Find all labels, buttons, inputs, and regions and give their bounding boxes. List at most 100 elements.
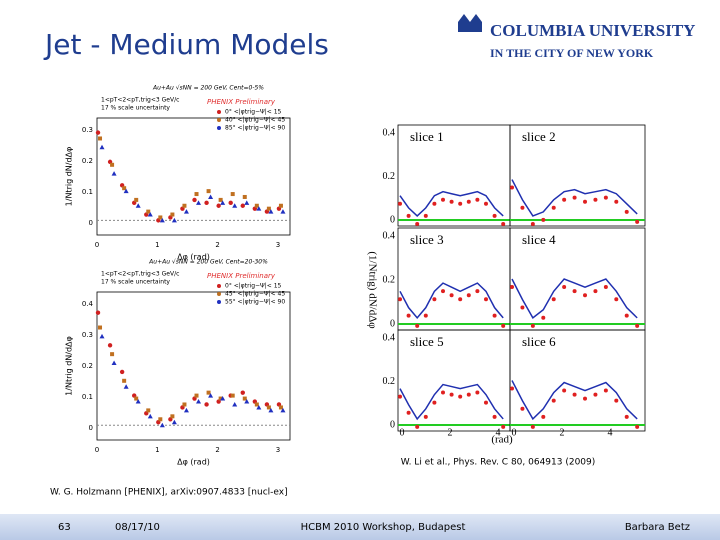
x-tick-label: 0	[95, 446, 99, 454]
data-point	[614, 398, 619, 403]
data-point	[466, 293, 471, 298]
data-point	[230, 393, 235, 398]
data-point	[635, 323, 640, 328]
author: Barbara Betz	[625, 522, 690, 533]
data-point	[220, 200, 226, 205]
data-point	[603, 195, 608, 200]
y-tick-label: 0	[390, 419, 395, 430]
data-point	[159, 422, 165, 428]
data-point	[183, 209, 189, 214]
data-point	[147, 413, 153, 419]
x-tick-label: 2	[215, 446, 219, 454]
data-point	[583, 199, 588, 204]
data-point	[510, 386, 514, 391]
x-tick-label: 4	[608, 427, 613, 438]
y-tick-label: 0.4	[383, 332, 396, 343]
data-point	[268, 209, 274, 214]
x-tick-label: 3	[276, 241, 280, 249]
data-point	[110, 162, 115, 167]
data-point	[440, 289, 445, 294]
data-point	[122, 378, 127, 383]
data-point	[206, 390, 211, 395]
data-point	[183, 407, 189, 413]
data-point	[107, 343, 113, 348]
data-point	[501, 221, 506, 226]
data-point	[583, 396, 588, 401]
data-point	[232, 401, 238, 407]
data-point	[244, 399, 250, 404]
data-point	[171, 217, 177, 223]
slide-title: Jet - Medium Models	[43, 28, 329, 61]
legend-entry: 40° <|φtrig−Ψ|< 45	[225, 117, 285, 124]
data-point	[475, 289, 480, 294]
data-point	[194, 393, 199, 398]
data-point	[541, 217, 546, 222]
y-tick-label: 0.2	[82, 157, 93, 165]
data-point	[254, 203, 259, 208]
slice-label: slice 3	[410, 232, 444, 247]
x-tick-label: 2	[448, 427, 453, 438]
model-curve	[511, 179, 638, 217]
data-point	[182, 203, 187, 208]
slice-label: slice 5	[410, 334, 444, 349]
data-point	[432, 297, 437, 302]
data-point	[218, 396, 223, 401]
data-point	[111, 171, 117, 176]
plot-note: 17 % scale uncertainty	[101, 279, 170, 286]
legend-marker	[217, 118, 221, 122]
data-point	[158, 215, 163, 220]
data-point	[135, 399, 141, 404]
plot-cuts: 1<pT<2<pT,trig<3 GeV/c	[101, 97, 179, 104]
data-point	[593, 289, 598, 294]
data-point	[98, 136, 103, 141]
data-point	[432, 201, 437, 206]
data-point	[510, 185, 514, 190]
y-axis-label: (1/Ntrig) dN/dΔφ	[366, 251, 378, 328]
data-point	[458, 297, 463, 302]
data-point	[134, 197, 139, 202]
data-point	[492, 414, 497, 419]
data-point	[406, 313, 411, 318]
data-point	[593, 392, 598, 397]
x-tick-label: 1	[155, 446, 159, 454]
x-tick-label: 2	[560, 427, 565, 438]
data-point	[432, 400, 437, 405]
model-curve	[511, 278, 638, 319]
data-point	[562, 388, 567, 393]
plot-frame	[96, 117, 291, 236]
data-point	[475, 390, 480, 395]
legend-entry: 45° <|φtrig−Ψ|< 45	[225, 291, 285, 298]
data-point	[256, 206, 262, 211]
data-point	[206, 189, 211, 194]
data-point	[572, 289, 577, 294]
data-point	[635, 219, 640, 224]
data-point	[204, 200, 209, 206]
logo-name: COLUMBIA UNIVERSITY	[490, 21, 695, 40]
logo-subtitle: IN THE CITY OF NEW YORK	[490, 46, 654, 60]
data-point	[483, 400, 488, 405]
legend-marker	[217, 292, 221, 296]
data-point	[458, 201, 463, 206]
y-tick-label: 0	[390, 214, 395, 225]
y-tick-label: 0.2	[82, 362, 93, 370]
data-point	[510, 285, 514, 290]
x-tick-label: 1	[155, 241, 159, 249]
data-point	[483, 201, 488, 206]
y-tick-label: 0	[390, 318, 395, 329]
data-point	[562, 197, 567, 202]
data-point	[123, 384, 129, 389]
data-point	[218, 197, 223, 202]
data-point	[146, 209, 151, 214]
slice-label: slice 2	[522, 129, 556, 144]
model-curve	[399, 383, 504, 421]
data-point	[449, 293, 454, 298]
legend-marker	[217, 110, 221, 114]
data-point	[483, 297, 488, 302]
y-tick-label: 0.4	[383, 230, 396, 241]
data-point	[398, 394, 402, 399]
data-point	[520, 305, 525, 310]
plot-tag: PHENIX Preliminary	[207, 272, 276, 280]
data-point	[240, 390, 245, 395]
data-point	[230, 192, 235, 197]
